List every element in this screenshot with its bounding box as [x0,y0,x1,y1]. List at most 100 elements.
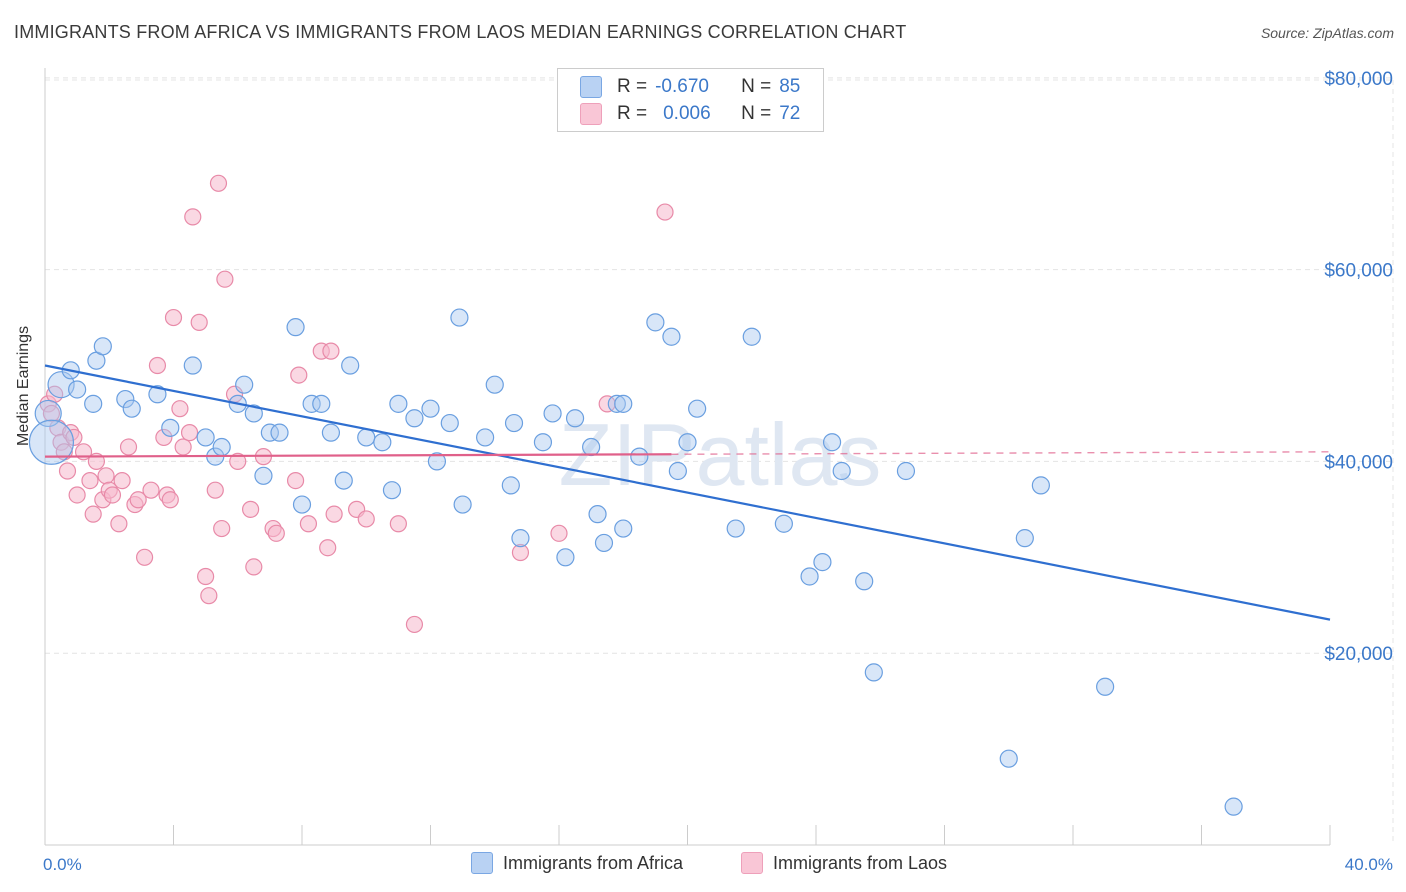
africa-point [341,356,360,375]
laos-trend-line [44,453,672,458]
africa-point [896,461,916,481]
laos-point [68,486,86,504]
africa-point [630,447,649,466]
laos-point [135,548,154,566]
africa-point [501,476,520,495]
n-label: N = [741,76,772,97]
africa-point [405,409,424,428]
africa-point [373,433,392,452]
laos-point [184,208,202,226]
laos-point [405,615,424,634]
stats-legend: R = -0.670 N = 85 R = 0.006 N = 72 [557,68,824,132]
n-label: N = [741,103,772,124]
africa-point [594,533,614,553]
africa-point [116,389,135,409]
africa-point [389,394,408,413]
africa-point [678,433,697,452]
laos-point [209,174,228,192]
africa-point [511,529,530,548]
laos-point [325,505,343,523]
laos-point [245,558,263,576]
laos-point [142,481,160,499]
africa-point [646,313,665,332]
africa-point [662,327,681,346]
africa-point [485,375,504,394]
africa-point [1031,476,1050,495]
laos-point [200,587,218,605]
africa-point [614,519,633,538]
africa-point [813,553,832,572]
y-tick-label: $20,000 [1324,644,1393,665]
laos-point [65,428,83,447]
laos-point [174,438,192,456]
grid-lines [45,77,1394,845]
africa-point [28,419,75,465]
africa-point [270,423,289,442]
laos-trend-line-extension [671,451,1331,455]
laos-point [129,491,147,509]
laos-point [290,366,308,384]
r-value-laos: 0.006 [663,103,711,124]
africa-point [450,308,469,327]
africa-point [999,749,1018,768]
laos-point [267,524,285,542]
laos-point [81,471,99,490]
africa-point [196,428,215,447]
y-tick-label: $60,000 [1324,261,1393,282]
laos-point [206,481,224,499]
africa-point [254,466,273,485]
laos-point [58,462,77,480]
laos-point [42,404,61,423]
africa-swatch [580,76,602,98]
x-tick-label: 40.0% [1345,855,1393,874]
laos-point [164,308,183,327]
laos-point [148,356,167,375]
laos-point [229,452,247,471]
africa-point [855,572,874,591]
africa-point [832,461,851,481]
africa-point [1224,797,1243,816]
africa-point [582,437,601,457]
africa-point [556,548,575,567]
laos-point [286,471,305,490]
x-tick-label: 0.0% [43,855,82,874]
tick-labels: $20,000 $40,000 $60,000 $80,000 0.0% 40.0% [43,69,1393,874]
africa-trend-line [44,364,1331,621]
africa-legend-label: Immigrants from Africa [503,852,684,873]
africa-point [774,514,793,533]
trend-lines [44,364,1331,621]
africa-point [334,471,353,490]
laos-swatch [580,103,602,125]
africa-point [68,380,87,399]
africa-legend-swatch [471,852,493,874]
legend-item-africa: Immigrants from Africa [471,852,683,874]
n-value-laos: 72 [779,103,801,124]
laos-point [155,428,173,447]
laos-point [216,270,234,288]
africa-point [212,437,231,457]
africa-point [260,423,279,442]
laos-point [84,505,102,523]
africa-point [161,418,180,437]
africa-point [421,399,440,418]
africa-point [93,337,112,356]
africa-point [302,394,321,413]
laos-legend-swatch [741,852,763,874]
africa-point [1096,677,1115,696]
stats-row-africa: R = -0.670 N = 85 [580,75,800,99]
laos-point [190,313,208,331]
laos-point [171,400,189,418]
africa-point [504,413,524,433]
africa-point [614,394,633,413]
stats-row-laos: R = 0.006 N = 72 [580,102,800,126]
laos-point [299,515,318,533]
africa-point [688,399,707,418]
africa-point [122,399,141,418]
africa-point [864,663,883,682]
source-label: Source: ZipAtlas.com [1260,25,1394,41]
n-value-africa: 85 [779,76,801,97]
africa-point [822,433,842,452]
legend-item-laos: Immigrants from Laos [741,852,947,874]
africa-point [607,394,626,413]
